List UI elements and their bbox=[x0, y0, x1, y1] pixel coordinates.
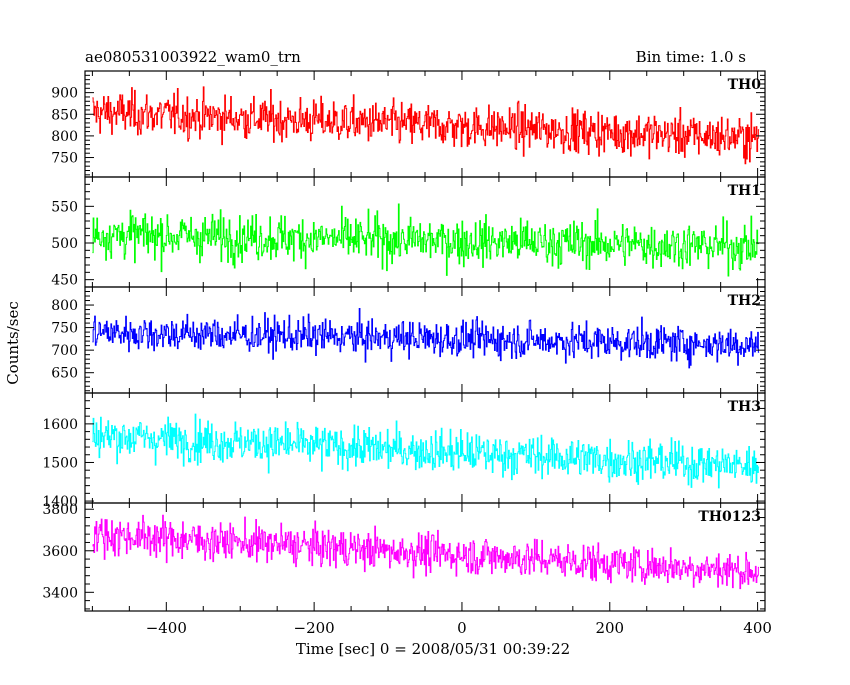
series-line-th2 bbox=[92, 307, 760, 369]
x-axis-label: Time [sec] 0 = 2008/05/31 00:39:22 bbox=[296, 640, 570, 658]
y-tick-label: 550 bbox=[51, 199, 78, 215]
series-line-th0123 bbox=[92, 514, 760, 590]
panel-label-th3: TH3 bbox=[728, 399, 761, 415]
y-tick-label: 450 bbox=[51, 273, 78, 289]
y-tick-label: 3600 bbox=[42, 544, 78, 560]
y-axis-label: Counts/sec bbox=[4, 301, 22, 385]
y-tick-label: 800 bbox=[51, 298, 78, 314]
x-tick-label: 0 bbox=[457, 619, 467, 637]
y-tick-label: 850 bbox=[51, 107, 78, 123]
y-tick-label: 1600 bbox=[42, 417, 78, 433]
y-tick-label: 1500 bbox=[42, 455, 78, 471]
panel-th0: 750 800 850 900 TH0 bbox=[51, 70, 766, 178]
series-line-th0 bbox=[92, 86, 760, 165]
panel-th3: 1400 1500 1600 TH3 bbox=[42, 392, 766, 510]
panel-label-th2: TH2 bbox=[728, 293, 761, 309]
panel-label-th0123: TH0123 bbox=[698, 509, 761, 525]
chart-subtitle: Bin time: 1.0 s bbox=[636, 48, 746, 66]
series-line-th3 bbox=[92, 413, 760, 489]
y-tick-label: 750 bbox=[51, 151, 78, 167]
y-tick-label: 3800 bbox=[42, 502, 78, 518]
panel-label-th1: TH1 bbox=[728, 183, 761, 199]
x-tick-label: −200 bbox=[294, 619, 335, 637]
y-tick-label: 900 bbox=[51, 86, 78, 102]
y-tick-label: 700 bbox=[51, 343, 78, 359]
y-tick-label: 650 bbox=[51, 366, 78, 382]
series-line-th1 bbox=[92, 203, 760, 277]
panel-label-th0: TH0 bbox=[728, 77, 762, 93]
y-tick-label: 750 bbox=[51, 321, 78, 337]
panel-th0123: 3400 3600 3800 TH0123 bbox=[42, 502, 766, 612]
y-tick-label: 3400 bbox=[42, 585, 78, 601]
y-tick-label: 500 bbox=[51, 236, 78, 252]
panels-layer: 750 800 850 900 TH0 450 500 550 TH1 650 700 750 800 T… bbox=[42, 70, 772, 637]
x-tick-label: 400 bbox=[743, 619, 772, 637]
y-tick-label: 1400 bbox=[42, 494, 78, 510]
panel-th2: 650 700 750 800 TH2 bbox=[51, 286, 766, 394]
y-tick-label: 800 bbox=[51, 129, 78, 145]
panel-th1: 450 500 550 TH1 bbox=[51, 176, 766, 289]
x-tick-label: 200 bbox=[595, 619, 624, 637]
panel-frame bbox=[84, 176, 766, 288]
chart-title: ae080531003922_wam0_trn bbox=[85, 48, 301, 66]
x-tick-label: −400 bbox=[146, 619, 187, 637]
